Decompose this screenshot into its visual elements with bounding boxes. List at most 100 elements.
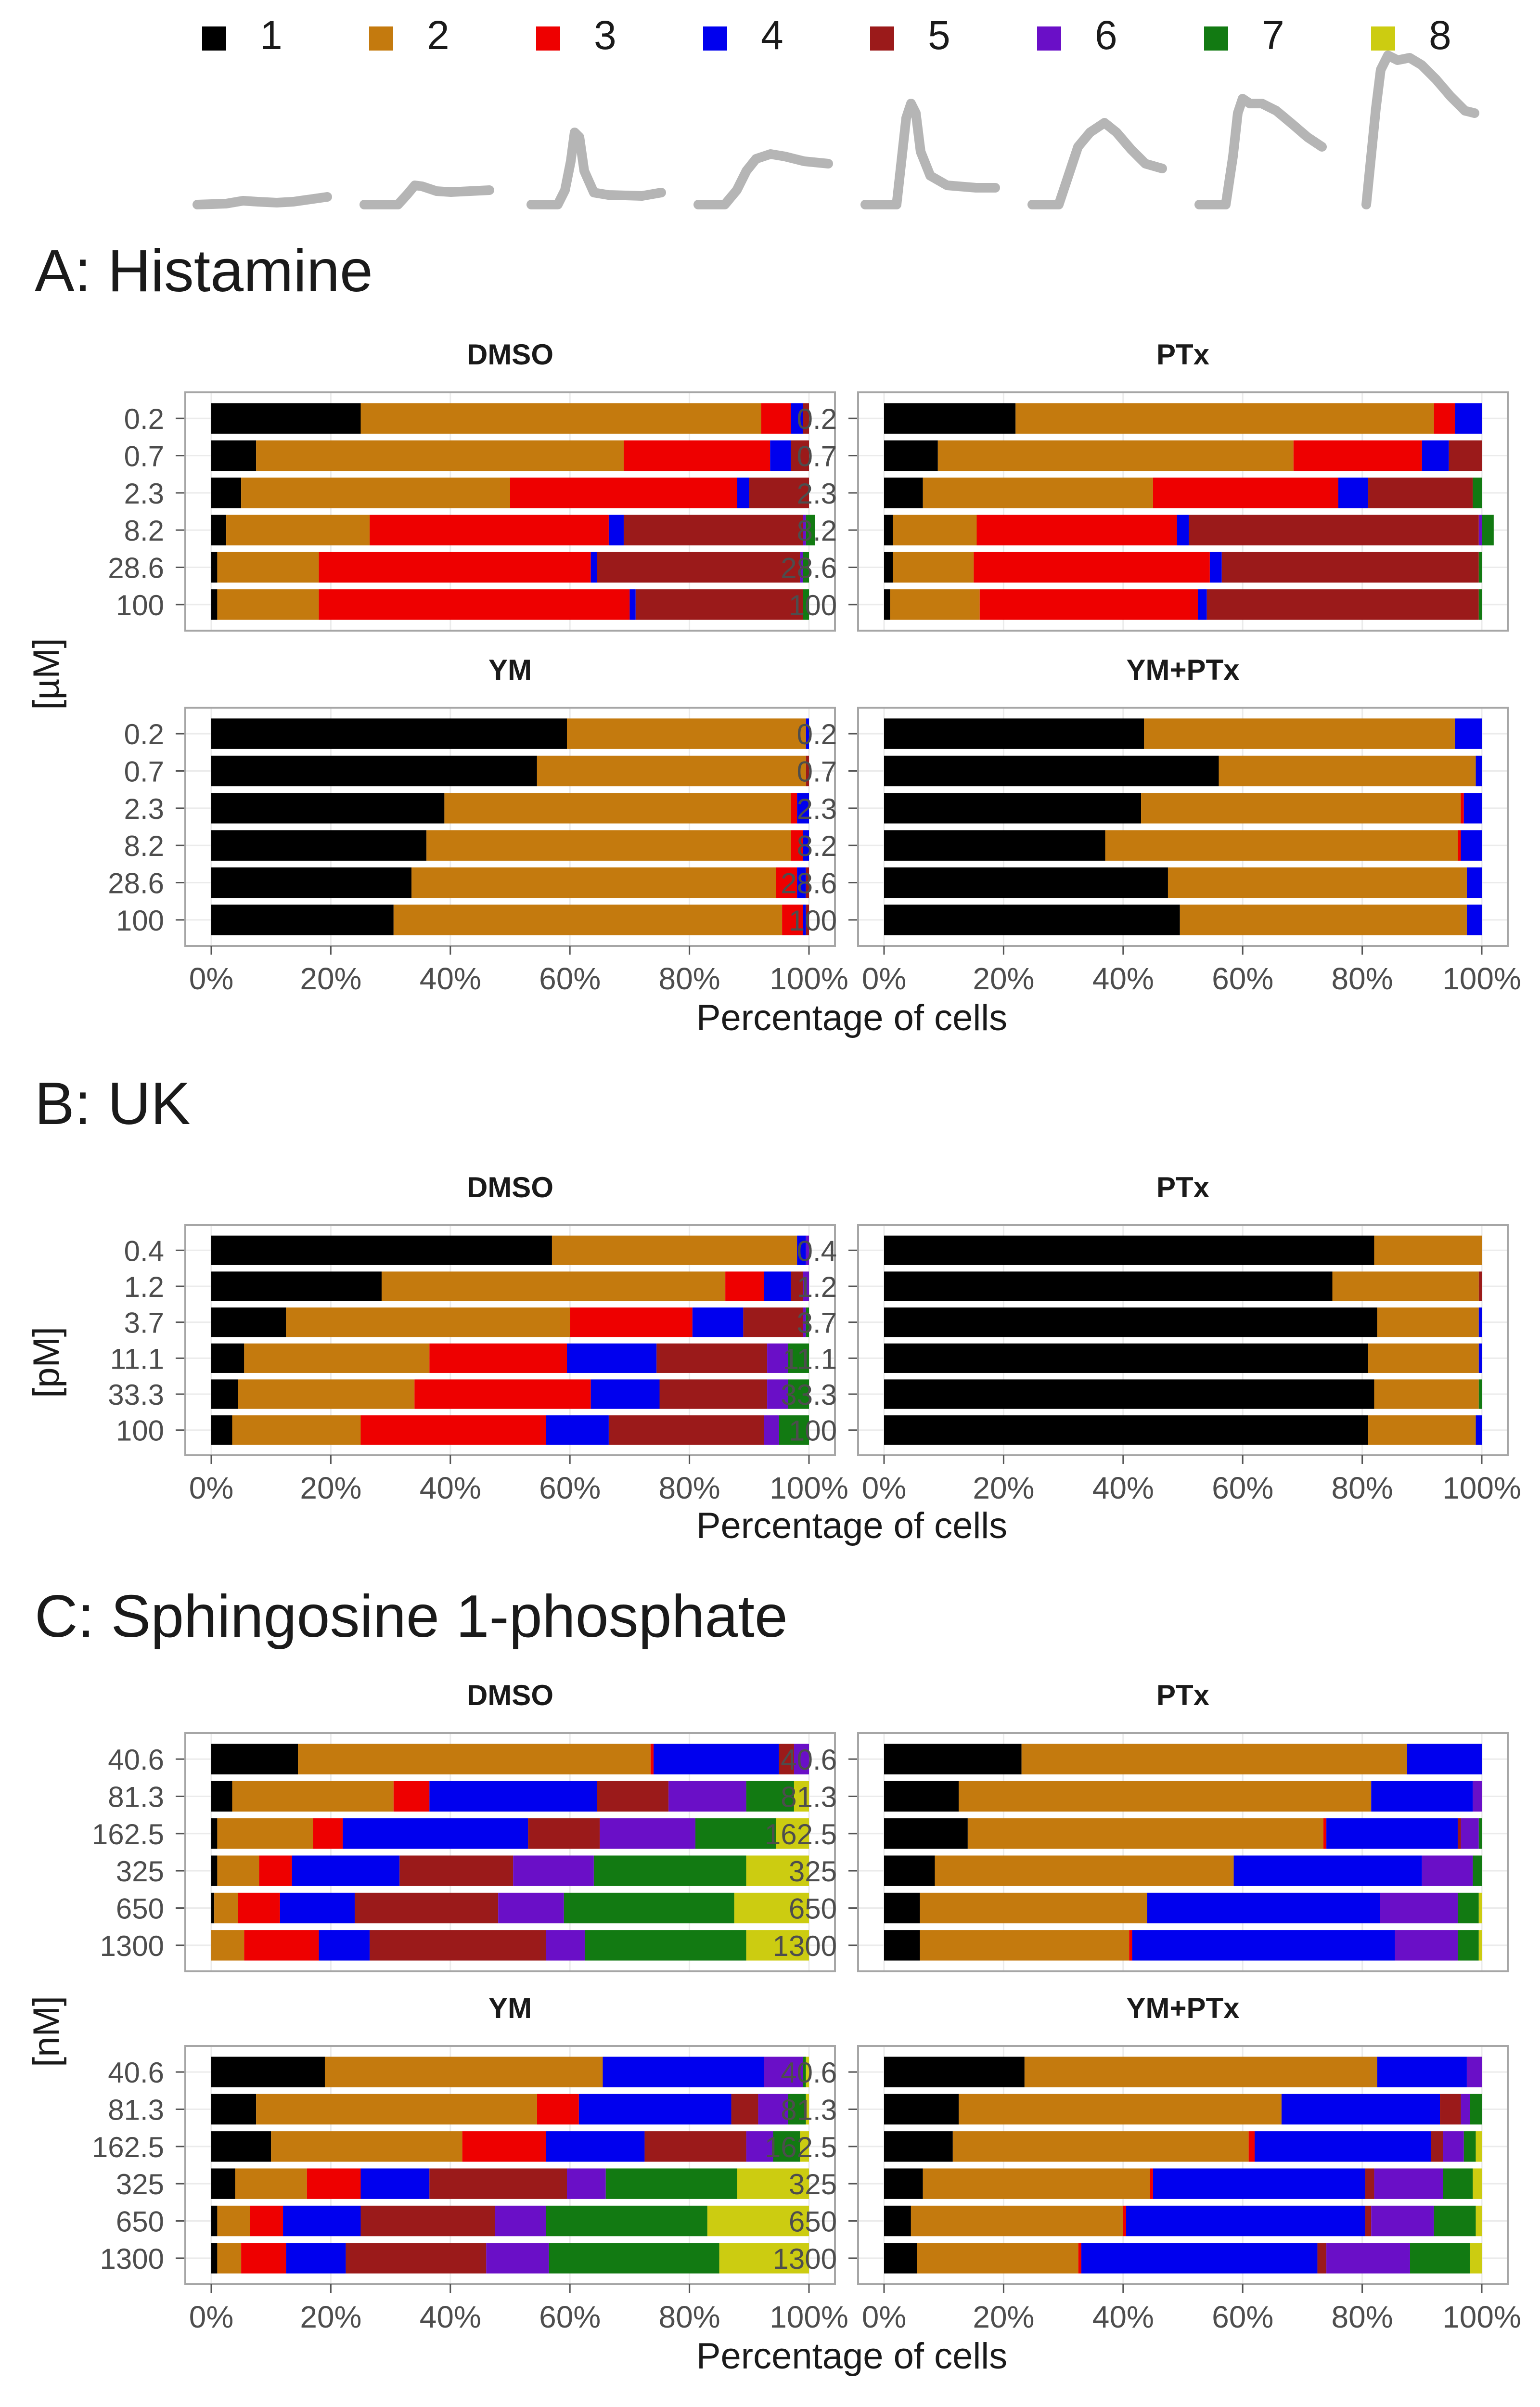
- facet-title: PTx: [1156, 1679, 1209, 1711]
- panel-b-y-axis-label: [pM]: [26, 1327, 67, 1398]
- bar-segment-4: [1461, 830, 1482, 861]
- bar-segment-8: [806, 2094, 809, 2125]
- bar-segment-1: [211, 403, 361, 434]
- facet-c-sphingosine-1-phosphate-ym-ptx: YM+PTx 40.6 81.3 162.5 325 650 1300 0% 20% 40% 60%…: [765, 1992, 1521, 2334]
- x-tick-label: 60%: [539, 961, 601, 996]
- bar-segment-3: [623, 440, 770, 471]
- legend-swatch-8: [1371, 26, 1395, 51]
- bar-segment-7: [549, 2243, 719, 2274]
- bar-segment-3: [537, 2094, 579, 2125]
- bar-segment-1: [211, 1271, 382, 1301]
- bar-segment-7: [746, 1781, 794, 1812]
- bar-segment-5: [806, 755, 809, 787]
- x-tick-label: 20%: [300, 2300, 361, 2334]
- bar-segment-1: [211, 1235, 552, 1265]
- bar-segment-2: [1377, 1307, 1479, 1337]
- bar-segment-7: [1482, 515, 1494, 545]
- bar-segment-1: [211, 1892, 215, 1924]
- bar-segment-2: [537, 755, 806, 787]
- bar-segment-7: [546, 2205, 707, 2237]
- bar-segment-3: [241, 2243, 286, 2274]
- bar-segment-8: [1473, 2168, 1482, 2199]
- bar-segment-6: [513, 1855, 594, 1886]
- y-tick-label: 8.2: [124, 515, 164, 547]
- bar-segment-2: [217, 1855, 259, 1886]
- bar-segment-3: [414, 1379, 591, 1409]
- legend-label-3: 3: [594, 13, 616, 58]
- bar-segment-5: [779, 1744, 794, 1774]
- bar-segment-1: [211, 515, 227, 545]
- bar-segment-2: [1374, 1235, 1482, 1265]
- bar-segment-2: [1168, 867, 1467, 898]
- bar-segment-5: [806, 905, 809, 935]
- y-tick-label: 1300: [100, 2243, 164, 2275]
- bar-segment-3: [761, 403, 791, 434]
- bar-segment-4: [1422, 440, 1449, 471]
- bar-segment-4: [590, 552, 597, 583]
- y-tick-label: 0.7: [124, 755, 164, 788]
- bar-segment-8: [746, 1855, 809, 1886]
- bar-segment-6: [1461, 1818, 1479, 1849]
- bar-segment-4: [1281, 2094, 1440, 2125]
- bar-segment-2: [256, 440, 624, 471]
- bar-segment-2: [923, 478, 1153, 508]
- x-tick-label: 0%: [862, 961, 907, 996]
- x-tick-label: 80%: [1332, 961, 1393, 996]
- y-tick-label: 28.6: [108, 552, 164, 584]
- bar-segment-4: [546, 1415, 609, 1445]
- facet-a-histamine-ym-ptx: YM+PTx 0.2 0.7 2.3 8.2 28.6 100 0% 20% 40% 60% 80% 1…: [781, 654, 1521, 996]
- bar-segment-1: [211, 589, 218, 620]
- y-tick-label: 2.3: [797, 478, 837, 510]
- bar-segment-4: [1478, 1343, 1482, 1373]
- y-tick-label: 0.7: [797, 440, 837, 472]
- bar-segment-2: [286, 1307, 570, 1337]
- x-tick-label: 100%: [770, 2300, 848, 2334]
- bar-segment-2: [1180, 905, 1467, 935]
- bar-segment-6: [668, 1781, 746, 1812]
- bar-segment-2: [444, 793, 791, 824]
- bar-segment-3: [307, 2168, 361, 2199]
- panel-border: [184, 707, 836, 947]
- bar-segment-3: [776, 867, 797, 898]
- y-tick-label: 28.6: [781, 552, 837, 584]
- bar-segment-5: [806, 867, 809, 898]
- bar-segment-2: [393, 905, 783, 935]
- legend-label-4: 4: [761, 13, 783, 58]
- bar-segment-3: [510, 478, 737, 508]
- bar-segment-4: [806, 718, 809, 749]
- bar-segment-2: [256, 2094, 537, 2125]
- y-tick-label: 28.6: [781, 867, 837, 900]
- bar-segment-1: [211, 2057, 325, 2087]
- facet-title: YM: [488, 1992, 532, 2024]
- panel-border: [184, 2045, 836, 2285]
- bar-segment-7: [806, 515, 815, 545]
- bar-segment-4: [319, 1930, 370, 1961]
- bar-segment-4: [566, 1343, 657, 1373]
- bar-segment-4: [629, 589, 636, 620]
- x-tick-label: 100%: [1442, 961, 1521, 996]
- bar-segment-4: [292, 1855, 400, 1886]
- bar-segment-2: [1015, 403, 1434, 434]
- bar-segment-2: [426, 830, 791, 861]
- bar-segment-3: [1153, 478, 1338, 508]
- bar-segment-2: [1374, 1379, 1479, 1409]
- bar-segment-5: [399, 1855, 513, 1886]
- legend-label-1: 1: [260, 13, 282, 58]
- legend-label-7: 7: [1262, 13, 1284, 58]
- panel-a-title: A: Histamine: [35, 238, 373, 304]
- response-trace-8-icon: [1361, 51, 1479, 209]
- bar-segment-1: [211, 552, 218, 583]
- bar-segment-3: [1150, 2168, 1153, 2199]
- x-tick-label: 100%: [1442, 1471, 1521, 1505]
- x-tick-label: 40%: [1092, 1471, 1154, 1505]
- y-tick-label: 325: [116, 2168, 164, 2200]
- bar-segment-4: [1377, 2057, 1467, 2087]
- bar-segment-6: [1478, 515, 1482, 545]
- panel-border: [857, 391, 1509, 632]
- bar-segment-7: [788, 1343, 809, 1373]
- x-tick-label: 20%: [973, 2300, 1034, 2334]
- bar-segment-8: [806, 2057, 809, 2087]
- bar-segment-2: [935, 1855, 1234, 1886]
- bar-segment-2: [271, 2131, 462, 2162]
- bar-segment-4: [1081, 2243, 1318, 2274]
